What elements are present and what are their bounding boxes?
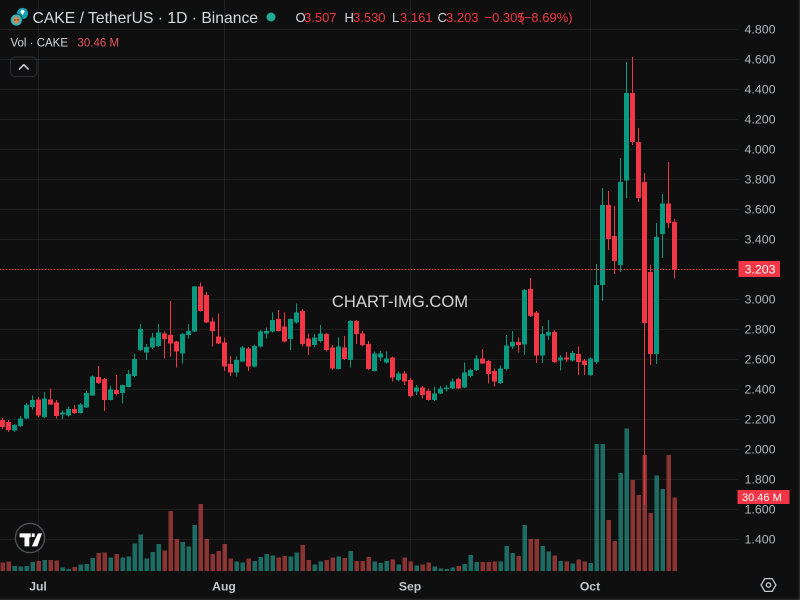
svg-text:3.203: 3.203 xyxy=(446,10,479,25)
svg-text:3.800: 3.800 xyxy=(745,172,776,186)
svg-text:2.000: 2.000 xyxy=(745,442,776,456)
svg-text:(−8.69%): (−8.69%) xyxy=(520,10,573,25)
svg-text:2.600: 2.600 xyxy=(745,352,776,366)
svg-text:2.200: 2.200 xyxy=(745,412,776,426)
svg-text:Aug: Aug xyxy=(212,579,236,593)
svg-text:CHART-IMG.COM: CHART-IMG.COM xyxy=(332,292,468,311)
svg-text:3.000: 3.000 xyxy=(745,292,776,306)
svg-text:2.400: 2.400 xyxy=(745,382,776,396)
svg-text:H: H xyxy=(345,10,354,25)
svg-text:1.800: 1.800 xyxy=(745,472,776,486)
svg-text:1.400: 1.400 xyxy=(745,532,776,546)
svg-text:CAKE / TetherUS · 1D · Binance: CAKE / TetherUS · 1D · Binance xyxy=(33,10,259,27)
svg-text:Sep: Sep xyxy=(399,579,421,593)
svg-text:3.203: 3.203 xyxy=(745,262,776,276)
svg-text:4.600: 4.600 xyxy=(745,52,776,66)
svg-text:4.800: 4.800 xyxy=(745,22,776,36)
svg-text:3.530: 3.530 xyxy=(353,10,386,25)
svg-text:3.400: 3.400 xyxy=(745,232,776,246)
svg-text:2.800: 2.800 xyxy=(745,322,776,336)
svg-text:Jul: Jul xyxy=(29,579,47,593)
svg-text:3.507: 3.507 xyxy=(304,10,337,25)
svg-text:30.46 M: 30.46 M xyxy=(742,492,782,504)
svg-text:4.000: 4.000 xyxy=(745,142,776,156)
svg-text:3.600: 3.600 xyxy=(745,202,776,216)
svg-text:L: L xyxy=(392,10,399,25)
svg-text:Vol · CAKE: Vol · CAKE xyxy=(11,37,69,49)
svg-text:4.200: 4.200 xyxy=(745,112,776,126)
svg-text:1.600: 1.600 xyxy=(745,502,776,516)
svg-text:3.161: 3.161 xyxy=(400,10,433,25)
svg-text:−0.305: −0.305 xyxy=(485,10,525,25)
svg-text:Oct: Oct xyxy=(580,579,600,593)
svg-text:O: O xyxy=(296,10,306,25)
svg-text:C: C xyxy=(438,10,447,25)
svg-text:30.46 M: 30.46 M xyxy=(78,37,120,49)
svg-text:4.400: 4.400 xyxy=(745,82,776,96)
